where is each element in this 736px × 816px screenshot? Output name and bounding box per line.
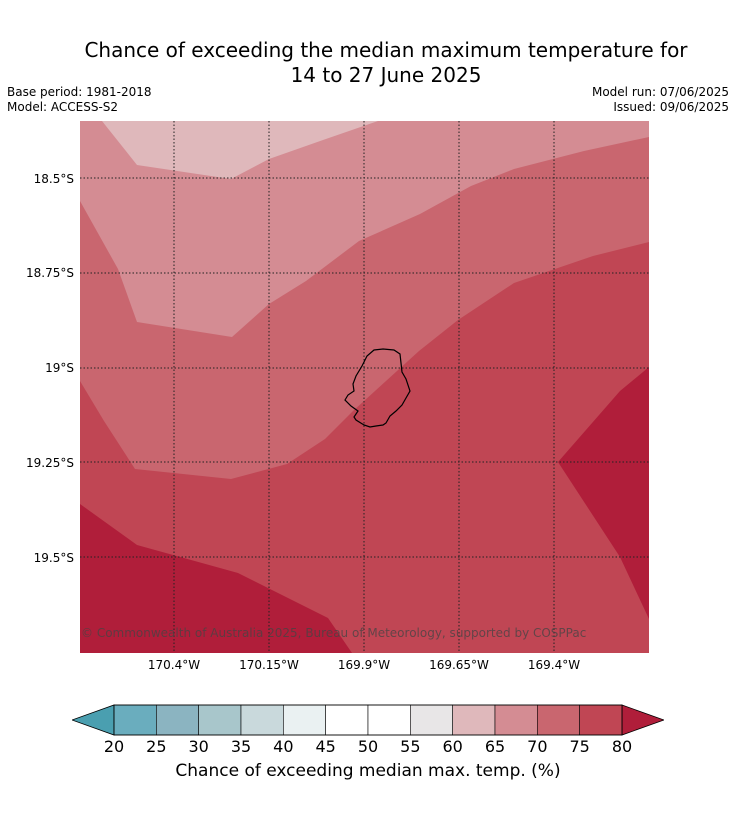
colorbar-tick-label: 45 [315, 737, 336, 756]
lon-label: 169.65°W [429, 658, 489, 672]
colorbar-segment [367, 704, 411, 736]
graticule [80, 121, 649, 653]
colorbar-tick-label: 50 [357, 737, 379, 756]
model-run: Model run: 07/06/2025 [591, 85, 729, 99]
colorbar-segment [410, 704, 453, 736]
colorbar-under-arrow [72, 704, 115, 736]
colorbar-segment [198, 704, 242, 736]
lon-label: 169.4°W [527, 658, 581, 672]
colorbar-tick-label: 80 [611, 737, 633, 756]
lat-label: 18.75°S [26, 266, 74, 280]
map-title: Chance of exceeding the median maximum t… [0, 38, 736, 88]
colorbar-tick-label: 60 [442, 737, 463, 756]
colorbar-tick-label: 35 [230, 737, 252, 756]
colorbar-tick-label: 20 [103, 737, 125, 756]
colorbar-tick-label: 65 [484, 737, 506, 756]
colorbar-tick-label: 70 [527, 737, 548, 756]
colorbar-segment [156, 704, 199, 736]
title-line-1: Chance of exceeding the median maximum t… [84, 38, 688, 62]
colorbar-tick-label: 75 [569, 737, 590, 756]
colorbar-segment [537, 704, 580, 736]
lon-label: 170.4°W [147, 658, 201, 672]
colorbar-segment [283, 704, 326, 736]
issued-date: Issued: 09/06/2025 [613, 100, 729, 114]
colorbar-over-arrow [621, 704, 664, 736]
colorbar-outline [113, 704, 623, 736]
title-line-2: 14 to 27 June 2025 [290, 63, 482, 87]
lon-label: 169.9°W [337, 658, 391, 672]
island-coastline [344, 348, 411, 428]
colorbar-segment [113, 704, 157, 736]
colorbar-tick-label: 55 [400, 737, 421, 756]
colorbar-tick-label: 25 [146, 737, 167, 756]
colorbar-label: Chance of exceeding median max. temp. (%… [175, 761, 561, 781]
lon-label: 170.15°W [239, 658, 299, 672]
colorbar [72, 704, 664, 736]
colorbar-tick-label: 30 [188, 737, 209, 756]
copyright-notice: © Commonwealth of Australia 2025, Bureau… [81, 626, 587, 640]
lat-label: 19°S [45, 361, 74, 375]
colorbar-segment [494, 704, 538, 736]
lat-label: 19.25°S [26, 456, 74, 470]
base-period: Base period: 1981-2018 [7, 85, 152, 99]
model-name: Model: ACCESS-S2 [7, 100, 119, 114]
colorbar-segment [579, 704, 623, 736]
lat-label: 19.5°S [33, 551, 74, 565]
colorbar-segment [240, 704, 284, 736]
map-svg [80, 121, 649, 653]
meta-left: Base period: 1981-2018 Model: ACCESS-S2 [7, 85, 152, 115]
colorbar-segments [113, 704, 623, 736]
lat-label: 18.5°S [33, 172, 74, 186]
colorbar-segment [452, 704, 496, 736]
zone-60-65 [102, 121, 378, 179]
meta-right: Model run: 07/06/2025 Issued: 09/06/2025 [592, 85, 729, 115]
colorbar-segment [325, 704, 369, 736]
map-panel [80, 121, 649, 653]
colorbar-tick-label: 40 [273, 737, 294, 756]
